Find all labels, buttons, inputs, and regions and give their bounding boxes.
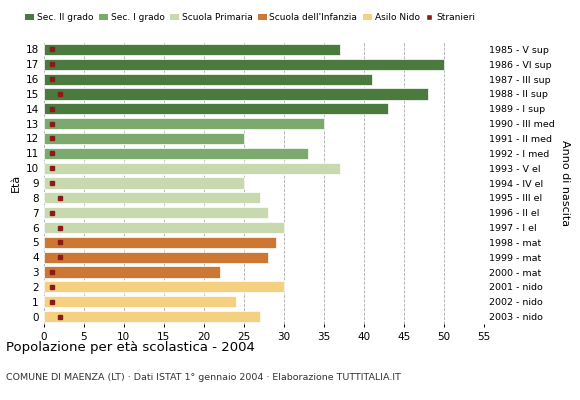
Bar bbox=[44, 192, 260, 204]
Text: Popolazione per età scolastica - 2004: Popolazione per età scolastica - 2004 bbox=[6, 341, 255, 354]
Bar bbox=[44, 44, 340, 55]
Bar bbox=[44, 237, 276, 248]
Bar bbox=[44, 222, 284, 233]
Bar bbox=[44, 118, 324, 129]
Bar bbox=[44, 281, 284, 292]
Bar bbox=[44, 133, 244, 144]
Y-axis label: Età: Età bbox=[11, 174, 21, 192]
Text: COMUNE DI MAENZA (LT) · Dati ISTAT 1° gennaio 2004 · Elaborazione TUTTITALIA.IT: COMUNE DI MAENZA (LT) · Dati ISTAT 1° ge… bbox=[6, 373, 401, 382]
Bar bbox=[44, 162, 340, 174]
Bar bbox=[44, 148, 308, 159]
Bar bbox=[44, 311, 260, 322]
Bar bbox=[44, 103, 388, 114]
Bar bbox=[44, 59, 444, 70]
Bar bbox=[44, 266, 220, 278]
Bar bbox=[44, 88, 428, 100]
Legend: Sec. II grado, Sec. I grado, Scuola Primaria, Scuola dell'Infanzia, Asilo Nido, : Sec. II grado, Sec. I grado, Scuola Prim… bbox=[21, 10, 479, 26]
Bar bbox=[44, 296, 236, 307]
Y-axis label: Anno di nascita: Anno di nascita bbox=[560, 140, 571, 226]
Bar bbox=[44, 74, 372, 85]
Bar bbox=[44, 178, 244, 188]
Bar bbox=[44, 207, 268, 218]
Bar bbox=[44, 252, 268, 263]
